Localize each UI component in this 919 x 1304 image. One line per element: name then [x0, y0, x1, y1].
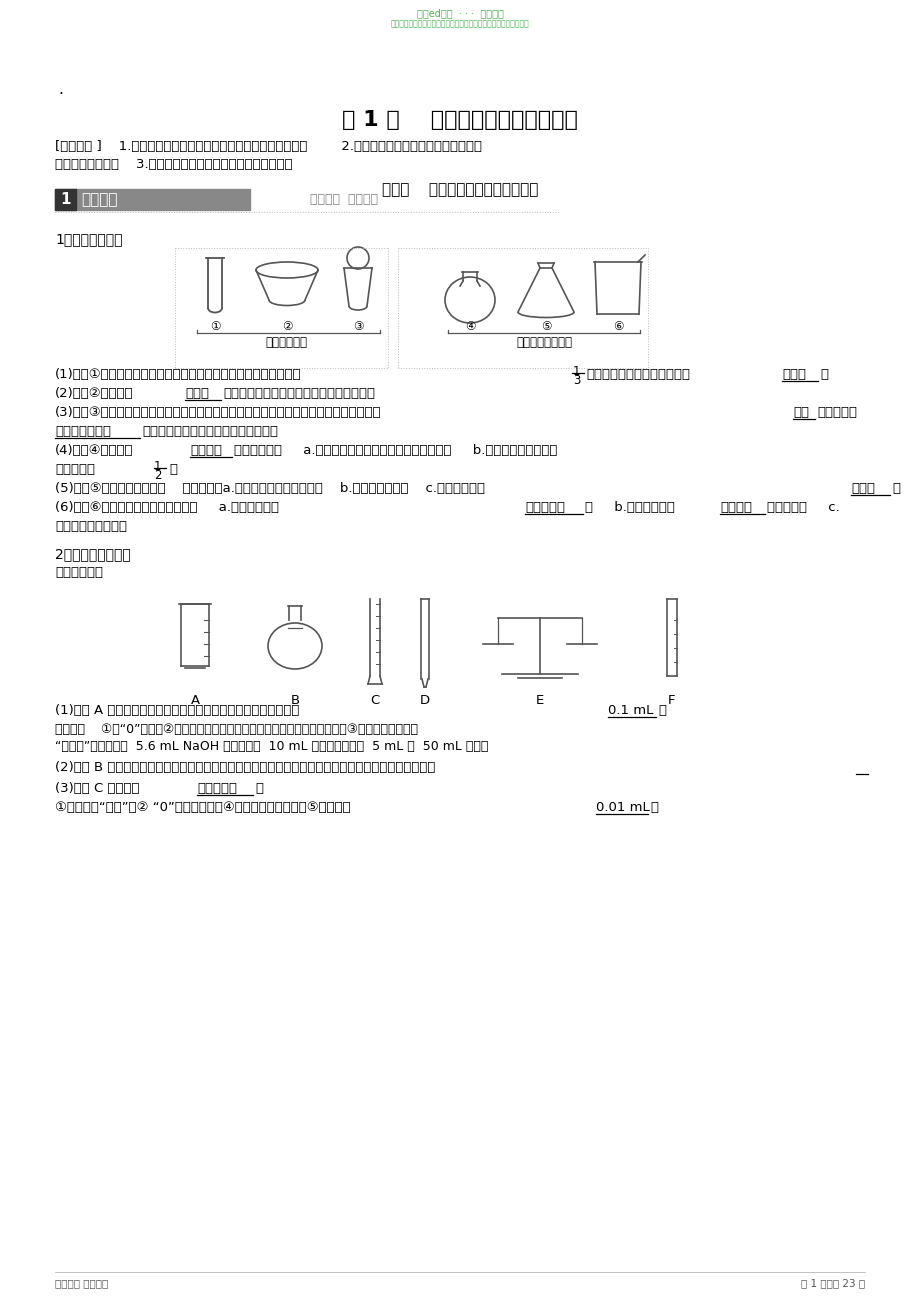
Text: 0.01 mL: 0.01 mL — [596, 801, 649, 814]
Text: 0.1 mL: 0.1 mL — [607, 704, 652, 717]
Text: 第 1 页，共 23 页: 第 1 页，共 23 页 — [800, 1278, 864, 1288]
Text: 。使用方法：     a.常用于组装有液体参与反应的反应器；     b.加热液体时，不能超: 。使用方法： a.常用于组装有液体参与反应的反应器； b.加热液体时，不能超 — [233, 443, 557, 456]
Text: 。: 。 — [891, 482, 899, 496]
Text: ④: ④ — [464, 319, 475, 333]
Text: ②: ② — [281, 319, 292, 333]
Text: 加热: 加热 — [792, 406, 808, 419]
Text: (2)仪器②的名称为: (2)仪器②的名称为 — [55, 387, 133, 400]
Text: ③: ③ — [352, 319, 363, 333]
Text: D: D — [419, 694, 429, 707]
Text: 精哆ed资料  · · ·  欢迎下载: 精哆ed资料 · · · 欢迎下载 — [416, 8, 503, 18]
Text: 溶解与称释: 溶解与称释 — [525, 501, 564, 514]
Text: B: B — [290, 694, 300, 707]
Text: 。: 。 — [650, 801, 657, 814]
Text: ⑤: ⑤ — [540, 319, 550, 333]
Text: [考纲要求 ]    1.了解化学实验室常用仪器的主要用途和使用方法。        2.掌握化学实验的基本操作，能识别药: [考纲要求 ] 1.了解化学实验室常用仪器的主要用途和使用方法。 2.掌握化学实… — [55, 140, 482, 153]
Text: 特别提醒    ①无“0”刻度；②不可加热，不可作反应容器，不可用于溶液的稀释；③选取量筒的规则是: 特别提醒 ①无“0”刻度；②不可加热，不可作反应容器，不可用于溶液的稀释；③选取… — [55, 722, 417, 735]
Text: 固体药品；     c.: 固体药品； c. — [766, 501, 839, 514]
Text: 2．常用的计量仪器: 2．常用的计量仪器 — [55, 546, 130, 561]
Text: 腐蚀性的: 腐蚀性的 — [720, 501, 751, 514]
Text: 。: 。 — [255, 782, 263, 795]
Text: 过其容积的: 过其容积的 — [55, 463, 95, 476]
Text: 1．可加热的仪器: 1．可加热的仪器 — [55, 232, 122, 246]
Text: 2: 2 — [153, 469, 162, 482]
Text: 直接加热仪器: 直接加热仪器 — [266, 336, 307, 349]
Text: 必须使用坤埚鄓: 必须使用坤埚鄓 — [55, 425, 111, 438]
Text: 垫石棉网加热仪器: 垫石棉网加热仪器 — [516, 336, 572, 349]
Text: (6)仪器⑥的名称为烧杯。使用方法：     a.可用于物质的: (6)仪器⑥的名称为烧杯。使用方法： a.可用于物质的 — [55, 501, 278, 514]
Text: “大而近”，例如量取  5.6 mL NaOH 溶液应选取  10 mL 量筒，而不能选  5 mL 或  50 mL 量筒。: “大而近”，例如量取 5.6 mL NaOH 溶液应选取 10 mL 量筒，而不… — [55, 739, 488, 752]
Text: (5)仪器⑤的名称为锥形瓶。    使用方法：a.可用于组装气体发生器；    b.用于滴定操作；    c.作蕃馏装置的: (5)仪器⑤的名称为锥形瓶。 使用方法：a.可用于组装气体发生器； b.用于滴定… — [55, 482, 484, 496]
Text: 。: 。 — [657, 704, 665, 717]
Text: 圆底烧瓶: 圆底烧瓶 — [190, 443, 221, 456]
Text: 1: 1 — [573, 365, 580, 378]
Text: ，取放坤埚: ，取放坤埚 — [816, 406, 857, 419]
Text: (3)仪器 C 的名称：: (3)仪器 C 的名称： — [55, 782, 140, 795]
Text: 知识梳理: 知识梳理 — [81, 192, 118, 207]
Text: A: A — [190, 694, 199, 707]
Text: 组装水浴加热装置。: 组装水浴加热装置。 — [55, 520, 127, 533]
Text: (1)仪器①的名称为试管，加热液体时，液体体积不能超过其容积的: (1)仪器①的名称为试管，加热液体时，液体体积不能超过其容积的 — [55, 368, 301, 381]
Text: 蕃发皿: 蕃发皿 — [185, 387, 209, 400]
Text: C: C — [370, 694, 380, 707]
Text: 下倾斜: 下倾斜 — [781, 368, 805, 381]
Text: (3)仪器③的名称为坤埚。使用方法：用于固体物质灸烧，取坤埚放在三脚架上的泥三角上: (3)仪器③的名称为坤埚。使用方法：用于固体物质灸烧，取坤埚放在三脚架上的泥三角… — [55, 406, 381, 419]
Text: 。: 。 — [169, 463, 176, 476]
Text: 1: 1 — [153, 460, 162, 473]
Text: ①使用前需“查漏”；② “0”刻度在上方；④不可盛装碐性溶液；⑤精确度：: ①使用前需“查漏”；② “0”刻度在上方；④不可盛装碐性溶液；⑤精确度： — [55, 801, 350, 814]
Text: ，加热固体时，试管口应略向: ，加热固体时，试管口应略向 — [585, 368, 689, 381]
FancyBboxPatch shape — [55, 189, 76, 210]
Text: ⑥: ⑥ — [612, 319, 622, 333]
Text: ·: · — [58, 87, 62, 102]
Text: 接收器: 接收器 — [850, 482, 874, 496]
Text: 如果您喜欢这份文档，欢迎您继续浏览，您的支持是我们进步的动力: 如果您喜欢这份文档，欢迎您继续浏览，您的支持是我们进步的动力 — [391, 20, 528, 27]
Text: 第 1 讲    化学实验基础知识和技能: 第 1 讲 化学实验基础知识和技能 — [342, 110, 577, 130]
Text: 3: 3 — [573, 374, 580, 387]
Text: 夙实基础  突破疑难: 夙实基础 突破疑难 — [310, 193, 378, 206]
Text: 1: 1 — [60, 192, 71, 207]
Text: F: F — [667, 694, 675, 707]
Text: 。使用方法：蕃发浓缩时要用玻璃棒搞拌。: 。使用方法：蕃发浓缩时要用玻璃棒搞拌。 — [222, 387, 375, 400]
Text: 考点一    常用化学仪器的识别与使用: 考点一 常用化学仪器的识别与使用 — [381, 183, 538, 197]
Text: (4)仪器④的名称为: (4)仪器④的名称为 — [55, 443, 133, 456]
Text: 酸式滴定管: 酸式滴定管 — [197, 782, 237, 795]
Text: (2)仪器 B 的名称：容量瓶；用途：配制一定物质的量浓度的溶液；该仪器能长时间贮存溶液吗？不能。: (2)仪器 B 的名称：容量瓶；用途：配制一定物质的量浓度的溶液；该仪器能长时间… — [55, 762, 435, 775]
Text: (1)仪器 A 的名称：量筒；用途：量取一定体积的液体；精确度：: (1)仪器 A 的名称：量筒；用途：量取一定体积的液体；精确度： — [55, 704, 299, 717]
Text: ，加热完的坤埚应放在石棉网上冷却。: ，加热完的坤埚应放在石棉网上冷却。 — [142, 425, 278, 438]
Text: 化龙飞渡 版权归纳: 化龙飞渡 版权归纳 — [55, 1278, 108, 1288]
Text: 完成下列空白: 完成下列空白 — [55, 566, 103, 579]
Text: ；     b.用于称量具有: ； b.用于称量具有 — [584, 501, 675, 514]
Text: E: E — [535, 694, 543, 707]
Text: ①: ① — [210, 319, 220, 333]
FancyBboxPatch shape — [55, 189, 250, 210]
Text: 。: 。 — [819, 368, 827, 381]
Text: 品安全使用标志。    3.了解实验室一般事故的预防和处理方法。: 品安全使用标志。 3.了解实验室一般事故的预防和处理方法。 — [55, 158, 292, 171]
